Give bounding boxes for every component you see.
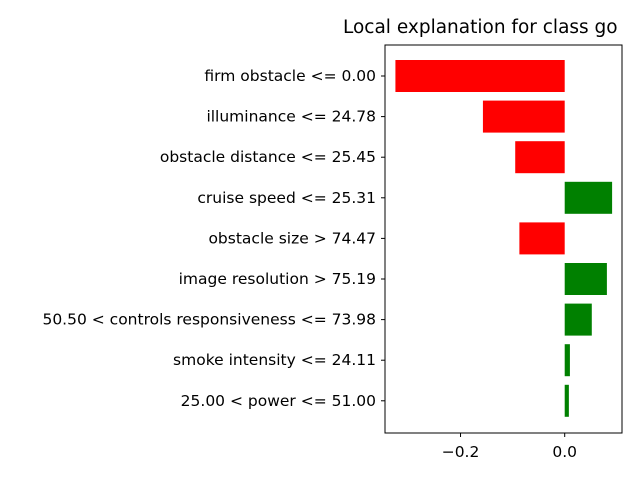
y-tick-label: 25.00 < power <= 51.00 [181,392,376,410]
y-tick-label: 50.50 < controls responsiveness <= 73.98 [42,311,376,329]
bars-layer [395,60,613,417]
bar-2 [482,100,565,133]
y-tick-label: cruise speed <= 25.31 [197,189,376,207]
y-tick-label: firm obstacle <= 0.00 [204,67,376,85]
x-tick-label: 0.0 [552,443,577,461]
bar-5 [519,222,565,255]
y-tick-label: obstacle size > 74.47 [208,229,376,247]
bar-1 [395,60,565,92]
x-ticks: −0.2 0.0 [442,433,577,461]
bar-6 [564,263,607,295]
bar-4 [564,181,613,214]
y-tick-label: image resolution > 75.19 [179,270,376,288]
bar-9 [564,384,569,417]
y-tick-label: illuminance <= 24.78 [206,108,376,126]
x-tick-label: −0.2 [442,443,480,461]
y-tick-label: obstacle distance <= 25.45 [160,148,376,166]
bar-8 [564,344,570,377]
y-tick-label: smoke intensity <= 24.11 [173,351,376,369]
plot-frame [384,44,623,434]
y-tick-labels: firm obstacle <= 0.00 illuminance <= 24.7… [42,67,385,410]
bar-3 [515,141,565,174]
chart-title: Local explanation for class go [343,17,618,38]
bar-7 [564,303,592,336]
